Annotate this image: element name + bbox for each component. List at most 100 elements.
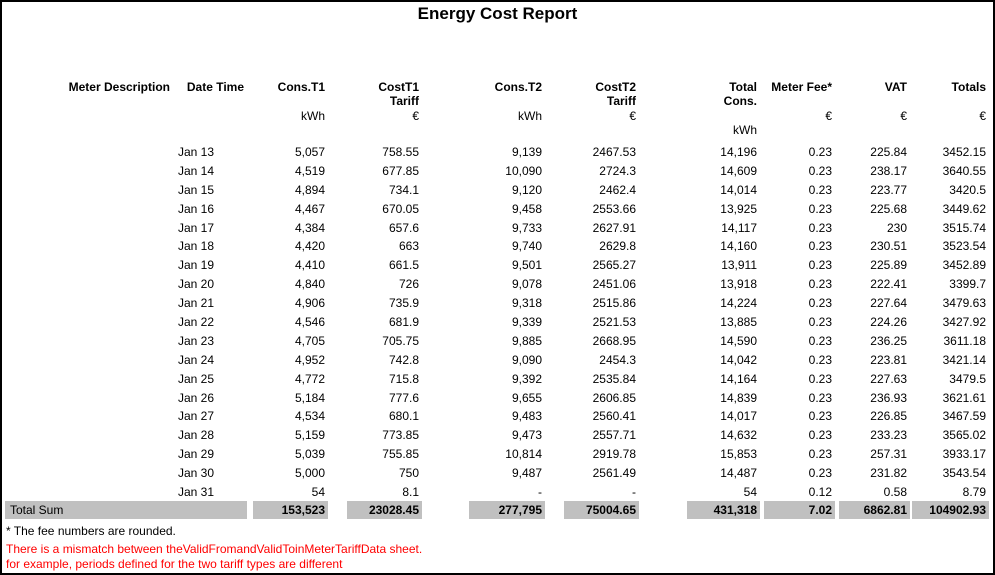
cell-cons-t2: 9,501: [511, 258, 542, 273]
col-header-cost-t1-tariff: Tariff: [389, 94, 419, 109]
table-header: Meter Description Date Time Cons.T1 Cost…: [5, 80, 989, 137]
cell-cost-t2: 2557.71: [592, 428, 636, 443]
cell-date: Jan 21: [178, 296, 215, 311]
cell-vat: 236.25: [870, 333, 907, 348]
cell-date: Jan 31: [178, 485, 215, 500]
cell-cost-t1: 705.75: [382, 333, 419, 348]
cell-cost-t1: 8.1: [402, 485, 419, 500]
cell-cost-t1: 670.05: [382, 201, 419, 216]
cell-vat: 238.17: [870, 163, 907, 178]
cell-cost-t1: 735.9: [388, 296, 419, 311]
table-row: Jan 17 4,384 657.6 9,733 2627.91 14,117 …: [5, 219, 989, 238]
cell-totals: 3421.14: [942, 352, 986, 367]
cell-meter-fee: 0.23: [808, 428, 832, 443]
cell-cost-t2: 2668.95: [592, 333, 636, 348]
cell-cons-t1: 5,039: [294, 447, 325, 462]
cell-vat: 223.81: [870, 352, 907, 367]
cell-totals: 3452.15: [942, 145, 986, 159]
cell-cost-t1: 663: [398, 239, 419, 254]
cell-date: Jan 26: [178, 390, 215, 405]
total-total-cons: 431,318: [687, 501, 760, 519]
cell-date: Jan 20: [178, 277, 215, 292]
cell-meter-fee: 0.23: [808, 333, 832, 348]
cell-cons-t1: 4,410: [294, 258, 325, 273]
cell-meter-fee: 0.23: [808, 409, 832, 424]
table-row: Jan 29 5,039 755.85 10,814 2919.78 15,85…: [5, 445, 989, 464]
cell-vat: 230: [886, 220, 907, 235]
header-units-line-2: kWh: [5, 123, 989, 137]
col-header-cons-t2: Cons.T2: [494, 80, 542, 94]
col-header-meter-description: Meter Description: [68, 80, 170, 94]
cell-cons-t2: -: [538, 485, 542, 500]
header-units-line: kWh € kWh € € € €: [5, 109, 989, 123]
cell-cost-t1: 715.8: [388, 371, 419, 386]
col-header-vat: VAT: [884, 80, 907, 94]
cell-cost-t2: 2515.86: [592, 296, 636, 311]
table-row: Jan 18 4,420 663 9,740 2629.8 14,160 0.2…: [5, 237, 989, 256]
cell-cost-t2: 2553.66: [592, 201, 636, 216]
cell-totals: 3621.61: [942, 390, 986, 405]
cell-meter-fee: 0.23: [808, 466, 832, 481]
cell-date: Jan 14: [178, 163, 215, 178]
cell-date: Jan 25: [178, 371, 215, 386]
cell-cons-t1: 5,057: [294, 145, 325, 159]
cell-cons-t1: 4,384: [294, 220, 325, 235]
cell-date: Jan 30: [178, 466, 215, 481]
cell-cost-t2: 2462.4: [599, 182, 636, 197]
cell-cost-t2: -: [632, 485, 636, 500]
cell-cost-t2: 2919.78: [592, 447, 636, 462]
cell-cons-t2: 9,139: [511, 145, 542, 159]
cell-date: Jan 22: [178, 315, 215, 330]
table-row: Jan 13 5,057 758.55 9,139 2467.53 14,196…: [5, 143, 989, 162]
cell-cost-t2: 2629.8: [599, 239, 636, 254]
cell-total-cons: 14,014: [720, 182, 757, 197]
cell-date: Jan 16: [178, 201, 215, 216]
cell-totals: 3640.55: [942, 163, 986, 178]
cell-date: Jan 27: [178, 409, 215, 424]
cell-cost-t1: 755.85: [382, 447, 419, 462]
cell-meter-fee: 0.12: [808, 485, 832, 500]
cell-date: Jan 13: [178, 145, 215, 159]
cell-total-cons: 14,224: [720, 296, 757, 311]
cell-cost-t2: 2467.53: [592, 145, 636, 159]
cell-meter-fee: 0.23: [808, 182, 832, 197]
header-line-1: Meter Description Date Time Cons.T1 Cost…: [5, 80, 989, 94]
table-row: Jan 25 4,772 715.8 9,392 2535.84 14,164 …: [5, 370, 989, 389]
cell-total-cons: 14,632: [720, 428, 757, 443]
cell-meter-fee: 0.23: [808, 258, 832, 273]
col-header-totals: Totals: [951, 80, 986, 94]
table-row: Jan 20 4,840 726 9,078 2451.06 13,918 0.…: [5, 275, 989, 294]
cell-total-cons: 13,925: [720, 201, 757, 216]
cell-totals: 3479.63: [942, 296, 986, 311]
cell-date: Jan 19: [178, 258, 215, 273]
table-row: Jan 15 4,894 734.1 9,120 2462.4 14,014 0…: [5, 181, 989, 200]
cell-totals: 3467.59: [942, 409, 986, 424]
col-header-cost-t2-tariff: Tariff: [606, 94, 636, 109]
cell-cons-t1: 5,159: [294, 428, 325, 443]
cell-vat: 0.58: [883, 485, 907, 500]
cell-cons-t1: 4,906: [294, 296, 325, 311]
tariff-mismatch-warning-line1: There is a mismatch between theValidFrom…: [6, 542, 423, 556]
cell-total-cons: 13,885: [720, 315, 757, 330]
cell-totals: 3479.5: [949, 371, 986, 386]
cell-cons-t2: 9,733: [511, 220, 542, 235]
cell-cost-t2: 2724.3: [599, 163, 636, 178]
cell-date: Jan 23: [178, 333, 215, 348]
cell-meter-fee: 0.23: [808, 277, 832, 292]
cell-vat: 227.63: [870, 371, 907, 386]
total-totals: 104902.93: [912, 501, 989, 519]
col-header-total: Total: [729, 80, 757, 94]
cell-total-cons: 14,196: [720, 145, 757, 159]
total-meter-fee: 7.02: [764, 501, 835, 519]
cell-meter-fee: 0.23: [808, 145, 832, 159]
unit-eur-meter-fee: €: [825, 108, 832, 123]
cell-vat: 226.85: [870, 409, 907, 424]
cell-meter-fee: 0.23: [808, 447, 832, 462]
cell-cons-t2: 9,120: [511, 182, 542, 197]
cell-cons-t1: 4,519: [294, 163, 325, 178]
cell-total-cons: 14,117: [721, 220, 757, 235]
cell-cons-t2: 9,885: [511, 333, 542, 348]
table-row: Jan 26 5,184 777.6 9,655 2606.85 14,839 …: [5, 389, 989, 408]
table-row: Jan 24 4,952 742.8 9,090 2454.3 14,042 0…: [5, 351, 989, 370]
cell-totals: 3543.54: [942, 466, 986, 481]
